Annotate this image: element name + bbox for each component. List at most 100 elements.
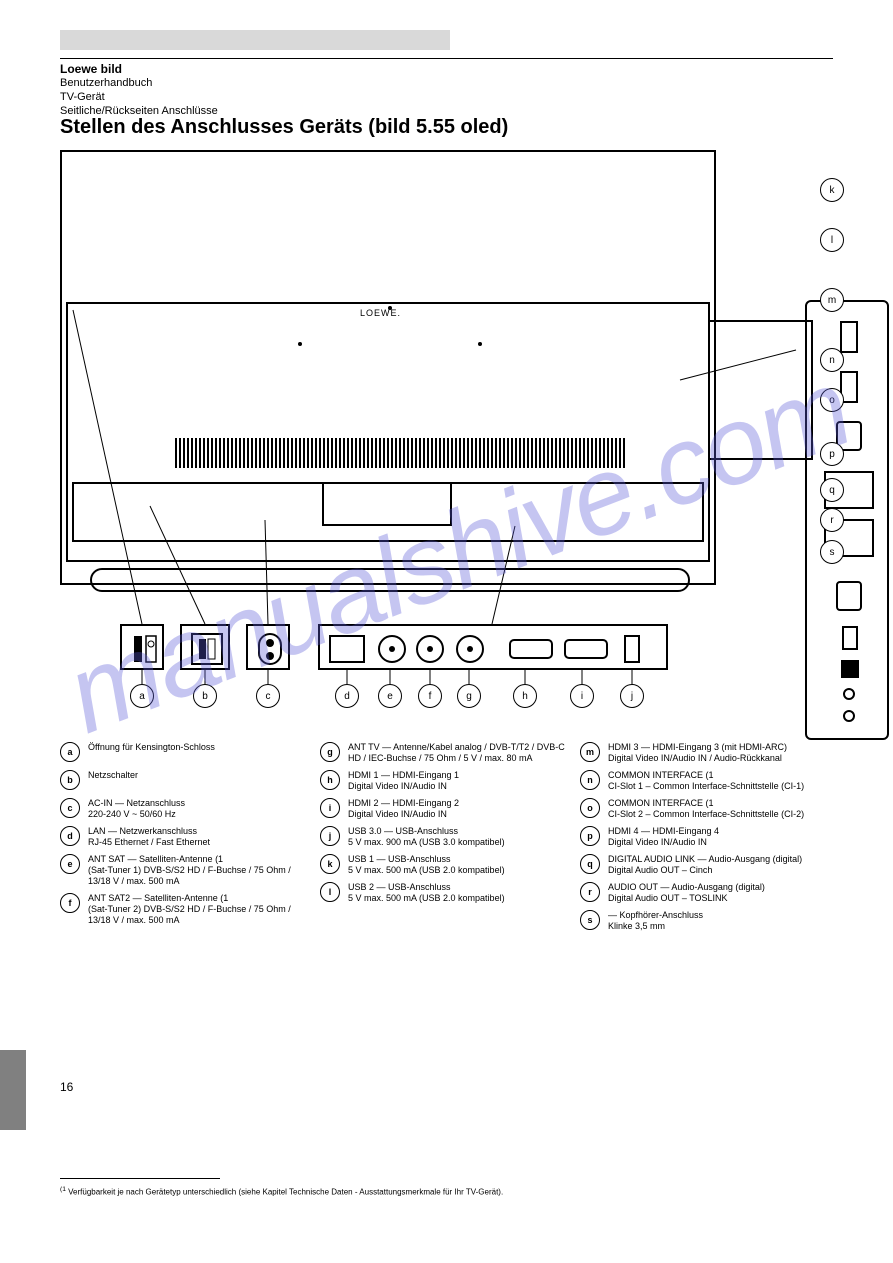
legend-row: f ANT SAT2 — Satelliten-Antenne (1(Sat-Tu…	[60, 893, 315, 926]
legend-row: h HDMI 1 — HDMI-Eingang 1Digital Video IN…	[320, 770, 575, 792]
legend-sublabel: CI-Slot 1 – Common Interface-Schnittstel…	[608, 781, 835, 792]
legend-col-3: mHDMI 3 — HDMI-Eingang 3 (mit HDMI-ARC)D…	[580, 742, 835, 938]
legend-label: ANT SAT2 — Satelliten-Antenne (1	[88, 893, 315, 904]
horizontal-rule	[60, 58, 833, 59]
legend-sublabel: RJ-45 Ethernet / Fast Ethernet	[88, 837, 315, 848]
header: Loewe bild Benutzerhandbuch TV-Gerät Sei…	[60, 62, 218, 118]
legend-label: HDMI 1 — HDMI-Eingang 1	[348, 770, 575, 781]
legend-col-1: a Öffnung für Kensington-Schloss b Netzscha…	[60, 742, 315, 932]
bubble-r: r	[820, 508, 844, 532]
legend-row: a Öffnung für Kensington-Schloss	[60, 742, 315, 764]
legend-sublabel: (Sat-Tuner 2) DVB-S/S2 HD / F-Buchse / 7…	[88, 904, 315, 926]
legend-sublabel: 220-240 V ~ 50/60 Hz	[88, 809, 315, 820]
legend-sublabel: Digital Video IN/Audio IN	[608, 837, 835, 848]
legend-row: q DIGITAL AUDIO LINK — Audio-Ausgang (dig…	[580, 854, 835, 876]
legend-row: m HDMI 3 — HDMI-Eingang 3 (mit HDMI-ARC)D…	[580, 742, 835, 764]
grey-bar	[60, 30, 450, 50]
legend-sublabel: 5 V max. 500 mA (USB 2.0 kompatibel)	[348, 865, 575, 876]
legend-label: AUDIO OUT — Audio-Ausgang (digital)	[608, 882, 835, 893]
legend-bubble: o	[580, 798, 600, 818]
legend-row: b Netzschalter	[60, 770, 315, 792]
legend-sublabel: Digital Audio OUT – Cinch	[608, 865, 835, 876]
diagram: LOEWE.	[60, 150, 835, 716]
legend-row: c AC-IN — Netzanschluss220-240 V ~ 50/60 …	[60, 798, 315, 820]
legend-bubble: a	[60, 742, 80, 762]
legend-sublabel: (Sat-Tuner 1) DVB-S/S2 HD / F-Buchse / 7…	[88, 865, 315, 887]
legend-label: HDMI 2 — HDMI-Eingang 2	[348, 798, 575, 809]
legend-label: — Kopfhörer-Anschluss	[608, 910, 835, 921]
legend-bubble: e	[60, 854, 80, 874]
legend-row: e ANT SAT — Satelliten-Antenne (1(Sat-Tun…	[60, 854, 315, 887]
legend-bubble: d	[60, 826, 80, 846]
page-number: 16	[60, 1080, 73, 1094]
legend-bubble: f	[60, 893, 80, 913]
legend-bubble: m	[580, 742, 600, 762]
legend-bubble: i	[320, 798, 340, 818]
legend-label: Öffnung für Kensington-Schloss	[88, 742, 315, 753]
legend-bubble: k	[320, 854, 340, 874]
legend-row: i HDMI 2 — HDMI-Eingang 2Digital Video IN…	[320, 798, 575, 820]
bubble-k: k	[820, 178, 844, 202]
legend-sublabel: 5 V max. 900 mA (USB 3.0 kompatibel)	[348, 837, 575, 848]
bubble-o: o	[820, 388, 844, 412]
legend-label: USB 1 — USB-Anschluss	[348, 854, 575, 865]
header-line2: Benutzerhandbuch	[60, 76, 218, 90]
legend-bubble: h	[320, 770, 340, 790]
bubble-q: q	[820, 478, 844, 502]
legend-bubble: p	[580, 826, 600, 846]
legend-label: LAN — Netzwerkanschluss	[88, 826, 315, 837]
legend-sublabel: 5 V max. 500 mA (USB 2.0 kompatibel)	[348, 893, 575, 904]
legend-row: g ANT TV — Antenne/Kabel analog / DVB-T/T…	[320, 742, 575, 764]
legend-label: ANT SAT — Satelliten-Antenne (1	[88, 854, 315, 865]
header-line1: Loewe bild	[60, 62, 218, 76]
bubble-l: l	[820, 228, 844, 252]
legend-label: USB 3.0 — USB-Anschluss	[348, 826, 575, 837]
legend-label: AC-IN — Netzanschluss	[88, 798, 315, 809]
footnote-text: Verfügbarkeit je nach Gerätetyp untersch…	[68, 1188, 503, 1197]
legend-label: ANT TV — Antenne/Kabel analog / DVB-T/T2…	[348, 742, 575, 764]
legend-bubble: q	[580, 854, 600, 874]
footnote-marker: (1	[60, 1186, 66, 1193]
legend-bubble: c	[60, 798, 80, 818]
legend-bubble: n	[580, 770, 600, 790]
legend-row: k USB 1 — USB-Anschluss5 V max. 500 mA (U…	[320, 854, 575, 876]
legend-bubble: l	[320, 882, 340, 902]
legend-bubble: g	[320, 742, 340, 762]
legend-bubble: r	[580, 882, 600, 902]
legend-label: HDMI 3 — HDMI-Eingang 3 (mit HDMI-ARC)	[608, 742, 835, 753]
legend-sublabel: Digital Video IN/Audio IN	[348, 781, 575, 792]
side-tab	[0, 1050, 26, 1130]
legend-row: n COMMON INTERFACE (1CI-Slot 1 – Common I…	[580, 770, 835, 792]
legend-sublabel: Digital Video IN/Audio IN	[348, 809, 575, 820]
header-line3: TV-Gerät	[60, 90, 218, 104]
footnote: (1 Verfügbarkeit je nach Gerätetyp unter…	[60, 1185, 660, 1198]
section-title: Stellen des Anschlusses Geräts (bild 5.5…	[60, 116, 508, 139]
legend-sublabel: Klinke 3,5 mm	[608, 921, 835, 932]
legend-label: Netzschalter	[88, 770, 315, 781]
footnote-rule	[60, 1178, 220, 1179]
legend-bubble: b	[60, 770, 80, 790]
legend-sublabel: CI-Slot 2 – Common Interface-Schnittstel…	[608, 809, 835, 820]
leader-lines	[60, 150, 835, 716]
bubble-p: p	[820, 442, 844, 466]
legend-bubble: s	[580, 910, 600, 930]
legend-row: pHDMI 4 — HDMI-Eingang 4Digital Video IN…	[580, 826, 835, 848]
bubble-n: n	[820, 348, 844, 372]
legend-col-2: g ANT TV — Antenne/Kabel analog / DVB-T/T…	[320, 742, 575, 910]
legend-row: r AUDIO OUT — Audio-Ausgang (digital)Digi…	[580, 882, 835, 904]
legend-row: l USB 2 — USB-Anschluss5 V max. 500 mA (U…	[320, 882, 575, 904]
page: manualshive.com Loewe bild Benutzerhandb…	[0, 0, 893, 1263]
legend-label: DIGITAL AUDIO LINK — Audio-Ausgang (digi…	[608, 854, 835, 865]
legend-row: j USB 3.0 — USB-Anschluss5 V max. 900 mA …	[320, 826, 575, 848]
legend-bubble: j	[320, 826, 340, 846]
bubble-m: m	[820, 288, 844, 312]
legend-sublabel: Digital Video IN/Audio IN / Audio-Rückka…	[608, 753, 835, 764]
legend-row: d LAN — NetzwerkanschlussRJ-45 Ethernet /…	[60, 826, 315, 848]
legend-label: USB 2 — USB-Anschluss	[348, 882, 575, 893]
bubble-s: s	[820, 540, 844, 564]
legend-row: s — Kopfhörer-AnschlussKlinke 3,5 mm	[580, 910, 835, 932]
legend-sublabel: Digital Audio OUT – TOSLINK	[608, 893, 835, 904]
legend-label: COMMON INTERFACE (1	[608, 798, 835, 809]
legend-label: COMMON INTERFACE (1	[608, 770, 835, 781]
legend-row: o COMMON INTERFACE (1CI-Slot 2 – Common I…	[580, 798, 835, 820]
